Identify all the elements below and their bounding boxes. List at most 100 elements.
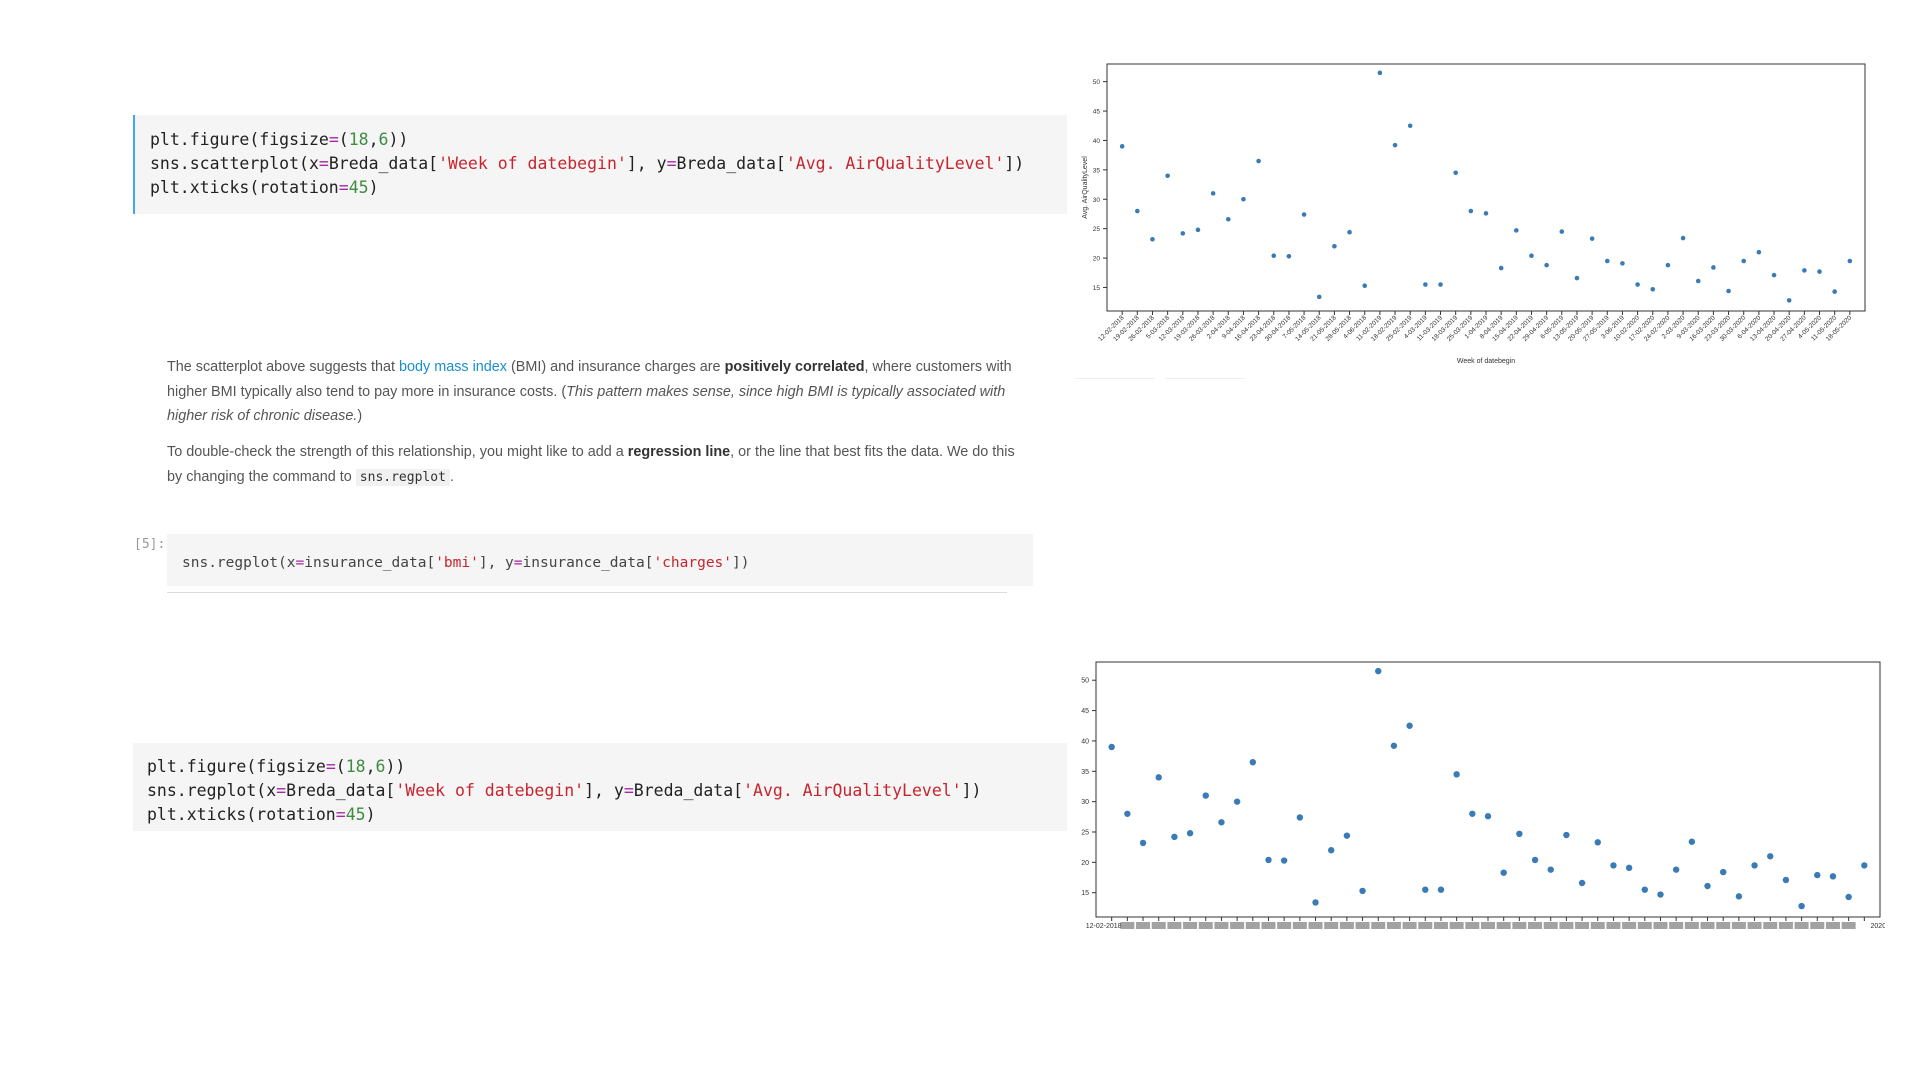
text-run: , where customers with higher BMI typica… [167,359,1012,400]
data-point [1829,873,1837,880]
data-point [1498,265,1504,271]
y-tick-label: 40 [1081,738,1089,745]
data-point [1547,866,1554,873]
x-tick-label-overlap [1543,922,1558,929]
data-point [1695,278,1701,284]
y-axis-label: Avg. AirQualityLevel [1082,156,1089,219]
x-tick-label-overlap [1778,922,1793,929]
x-tick-label-overlap [1700,922,1715,929]
x-tick-label-overlap [1230,922,1245,929]
x-tick-label-overlap [1606,922,1621,929]
data-point [1453,771,1460,778]
data-point [1225,216,1231,222]
x-tick-label-overlap [1731,922,1746,929]
x-tick-label: 2020 [1871,923,1885,930]
data-point [1155,774,1162,781]
code-cell-scatterplot[interactable]: plt.figure(figsize=(18,6)) sns.scatterpl… [133,115,1067,214]
y-tick-label: 50 [1093,79,1101,86]
code-token: insurance_data[ [304,555,436,571]
x-tick-label-overlap [1481,922,1495,929]
code-token: plt.xticks(rotation [150,178,339,197]
x-tick-label-overlap [1261,922,1276,929]
code-token: 'Avg. AirQualityLevel' [785,154,1005,173]
data-point [1802,268,1807,273]
code-token: , [368,130,379,149]
x-tick-label-overlap [1324,922,1339,929]
y-tick-label: 45 [1081,708,1089,715]
data-point [1407,123,1413,129]
code-line: sns.regplot(x=insurance_data['bmi'], y=i… [182,551,1033,575]
data-point [1751,862,1758,869]
data-point [1301,212,1307,217]
data-point [1328,847,1335,854]
code-token: 'Week of datebegin' [438,154,627,173]
x-tick-label-overlap [1183,922,1198,929]
plot-frame [1095,661,1881,918]
text-run: The scatterplot above suggests that [167,359,399,375]
scatter-chart-overlapping-ticks: 15 20 25 30 35 40 45 50 12-02-2018 2020 [1060,650,1885,930]
data-point [1139,839,1147,847]
data-point [1392,142,1398,148]
code-token: 45 [345,805,366,824]
x-tick-label-overlap [1841,922,1856,929]
chart-svg: 152025303540455012-02-201819-02-201826-0… [1082,63,1866,365]
data-point [1735,893,1743,900]
code-token: sns.regplot(x [147,781,277,800]
data-point [1484,813,1492,820]
data-point [1756,249,1762,255]
code-line: plt.figure(figsize=(18,6)) [147,755,1067,779]
code-token: sns.regplot(x [182,555,296,571]
data-point [1483,211,1489,216]
data-point [1280,857,1288,864]
data-point [1516,830,1523,838]
bmi-link[interactable]: body mass index [399,359,507,375]
data-point [1210,191,1216,196]
data-point [1786,298,1792,303]
code-token: Breda_data[ [286,781,396,800]
data-point [1469,810,1476,817]
code-cell-regplot-insurance[interactable]: sns.regplot(x=insurance_data['bmi'], y=i… [167,534,1033,586]
code-token: 45 [348,178,369,197]
x-tick-label-overlap [1339,922,1354,929]
cell-prompt: [5]: [134,537,166,552]
bold-text: regression line [627,444,731,460]
x-tick-label-overlap [1371,922,1386,929]
x-tick-label-overlap [1716,922,1731,929]
data-point [1563,831,1570,839]
data-point [1635,282,1640,287]
code-token: ( [338,130,349,149]
data-point [1249,758,1256,766]
code-token: ( [335,757,346,776]
data-point [1620,261,1625,266]
markdown-paragraph: To double-check the strength of this rel… [167,440,1027,490]
x-tick-label-overlap [1825,922,1840,929]
italic-text: This pattern makes sense, since high BMI… [167,383,1006,425]
plot-frame [1106,63,1866,312]
code-token: ]) [1004,154,1025,173]
data-point [1544,262,1549,268]
data-point [1814,871,1821,879]
x-tick-label-overlap [1151,922,1166,929]
x-tick-label-overlap [1386,922,1401,929]
code-token: 'bmi' [435,555,479,571]
data-point [1390,742,1398,749]
code-line: plt.xticks(rotation=45) [150,176,1067,200]
y-tick-label: 20 [1081,860,1089,867]
scatter-chart-rotated-ticks: 15 20 25 30 35 40 45 50 12-02-2018 19-02-2018 26-0… [1055,60,1870,370]
code-token: 6 [375,757,386,776]
code-token: )) [388,130,409,149]
data-point [1514,228,1519,233]
x-tick-label-overlap [1496,922,1511,929]
y-tick-label: 50 [1081,678,1089,685]
data-point [1265,856,1272,864]
text-run: To double-check the strength of this rel… [167,444,628,460]
code-cell-regplot-breda[interactable]: plt.figure(figsize=(18,6)) sns.regplot(x… [133,743,1067,831]
code-token: 'charges' [653,555,733,571]
code-token: 18 [345,757,366,776]
data-point [1529,253,1534,259]
data-point [1704,882,1711,890]
data-point [1589,236,1595,241]
code-token: = [325,757,336,776]
y-tick-label: 25 [1081,830,1089,837]
data-point [1218,819,1225,826]
